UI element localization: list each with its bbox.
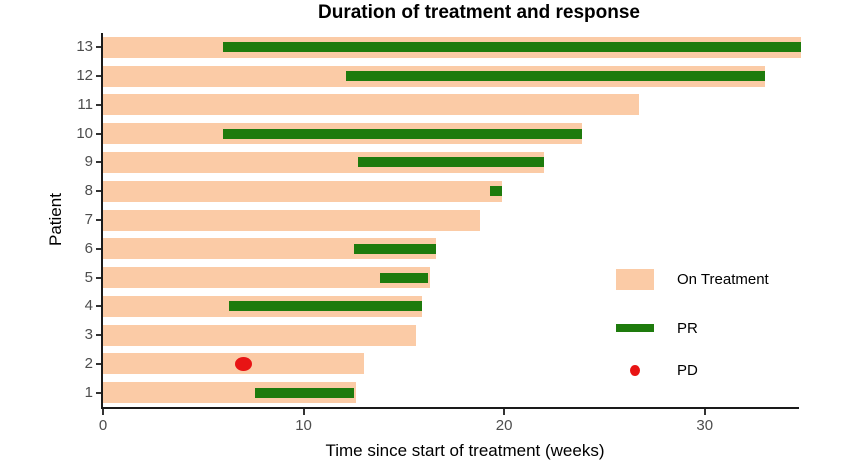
y-tick-label: 4 [84,297,93,315]
y-tick-label: 5 [84,268,93,286]
y-tick-label: 9 [84,153,93,171]
pr-bar [223,42,801,53]
pr-bar [353,243,436,254]
y-tick [96,362,101,365]
treatment-bar [103,238,436,260]
y-tick-label: 7 [84,211,93,228]
y-tick [96,247,101,250]
y-tick-label: 13 [76,38,93,56]
y-tick [96,190,101,193]
y-tick [96,103,101,106]
x-tick [302,409,305,415]
y-tick-label: 10 [76,124,93,142]
x-tick-label: 0 [98,417,108,434]
y-tick [96,219,101,221]
y-tick [96,391,101,394]
treatment-bar [103,151,545,173]
y-tick-label: 6 [84,239,93,257]
chart-title: Duration of treatment and response [318,2,640,23]
treatment-bar [103,382,356,404]
treatment-bar [103,180,503,202]
treatment-bar [103,94,639,116]
y-tick [96,276,101,279]
pr-bar [379,272,428,283]
legend-item-pr: PR [615,317,840,339]
y-tick [96,161,101,164]
on-treatment-swatch-icon [616,268,654,290]
y-tick [96,132,101,135]
legend-label: PD [677,361,698,379]
pr-bar [255,387,354,398]
legend-item-on-treatment: On Treatment [615,268,840,290]
y-axis-line [101,33,103,409]
x-tick [703,409,706,415]
pd-swatch-icon [630,364,640,376]
y-tick [96,75,101,78]
y-tick-label: 12 [76,67,93,85]
legend-label: On Treatment [677,270,769,288]
y-tick [96,46,101,49]
pr-bar [223,128,583,139]
y-tick-label: 11 [77,95,93,113]
x-axis-title: Time since start of treatment (weeks) [325,441,605,460]
x-axis-line [101,407,799,409]
x-tick-label: 20 [495,417,513,434]
x-tick-label: 10 [295,417,312,434]
legend-item-pd: PD [615,359,840,381]
pr-bar [357,157,545,168]
y-tick-label: 3 [84,326,93,344]
treatment-bar [103,324,416,346]
y-tick-label: 2 [84,354,93,372]
pd-dot [234,356,252,371]
y-tick-label: 8 [84,182,93,200]
treatment-bar [103,353,364,375]
pr-swatch-icon [616,324,654,332]
x-tick-label: 30 [696,417,714,434]
y-tick [96,305,101,308]
pr-bar [345,71,765,82]
x-tick [102,409,104,415]
legend-label: PR [677,319,698,337]
pr-bar [490,186,503,197]
y-tick-label: 1 [84,383,93,401]
treatment-bar [103,267,430,289]
y-tick [96,334,101,337]
x-tick [503,409,506,415]
treatment-bar [103,209,481,231]
pr-bar [229,301,422,312]
